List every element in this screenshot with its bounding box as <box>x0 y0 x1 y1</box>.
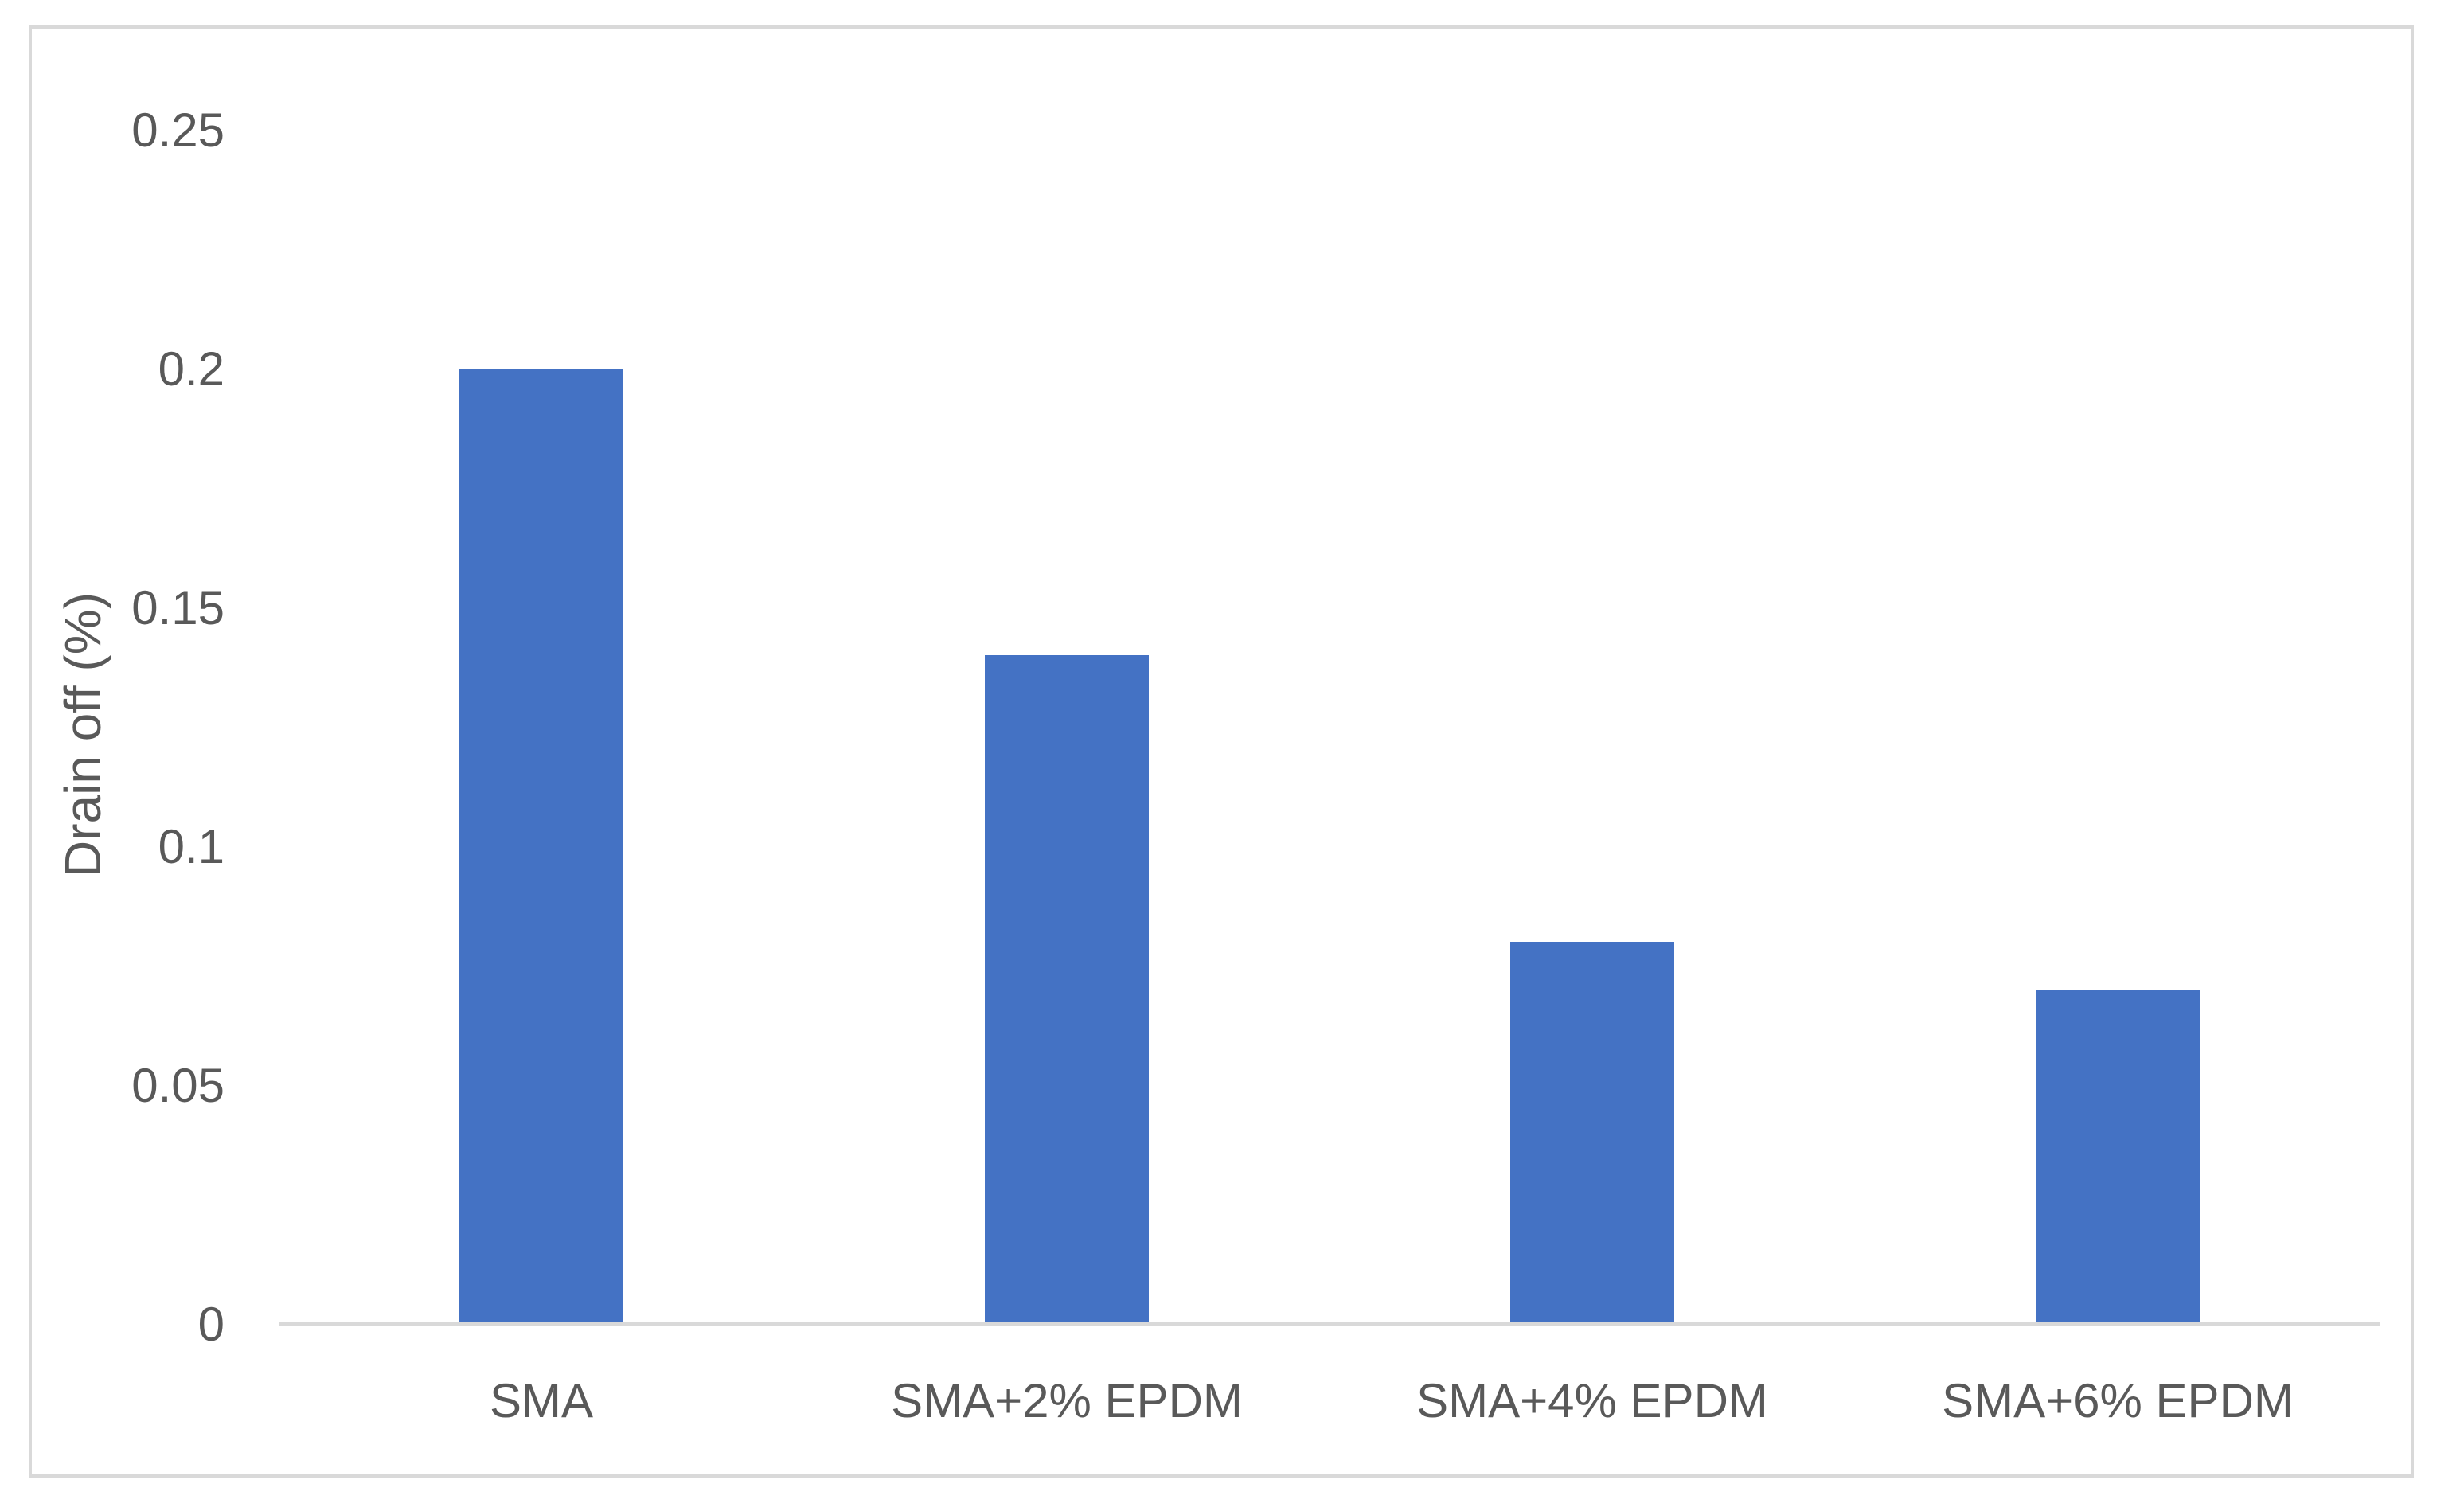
y-tick-label: 0.15 <box>131 581 225 634</box>
bar <box>1510 942 1674 1324</box>
x-axis-ticks: SMA SMA+2% EPDM SMA+4% EPDM SMA+6% EPDM <box>490 1374 2294 1427</box>
x-tick-label: SMA+2% EPDM <box>891 1374 1243 1427</box>
y-tick-label: 0.05 <box>131 1059 225 1112</box>
y-axis-title: Drain off (%) <box>54 592 111 877</box>
y-tick-label: 0.1 <box>158 820 225 873</box>
y-axis-ticks: 0 0.05 0.1 0.15 0.2 0.25 <box>131 103 225 1351</box>
bar <box>985 655 1149 1324</box>
x-tick-label: SMA <box>490 1374 593 1427</box>
y-tick-label: 0 <box>198 1298 225 1351</box>
bars <box>459 369 2200 1324</box>
chart-frame <box>29 25 2414 1478</box>
y-tick-label: 0.2 <box>158 342 225 396</box>
bar <box>459 369 623 1324</box>
bar <box>2036 990 2200 1324</box>
x-tick-label: SMA+6% EPDM <box>1942 1374 2294 1427</box>
y-tick-label: 0.25 <box>131 103 225 157</box>
x-tick-label: SMA+4% EPDM <box>1416 1374 1768 1427</box>
